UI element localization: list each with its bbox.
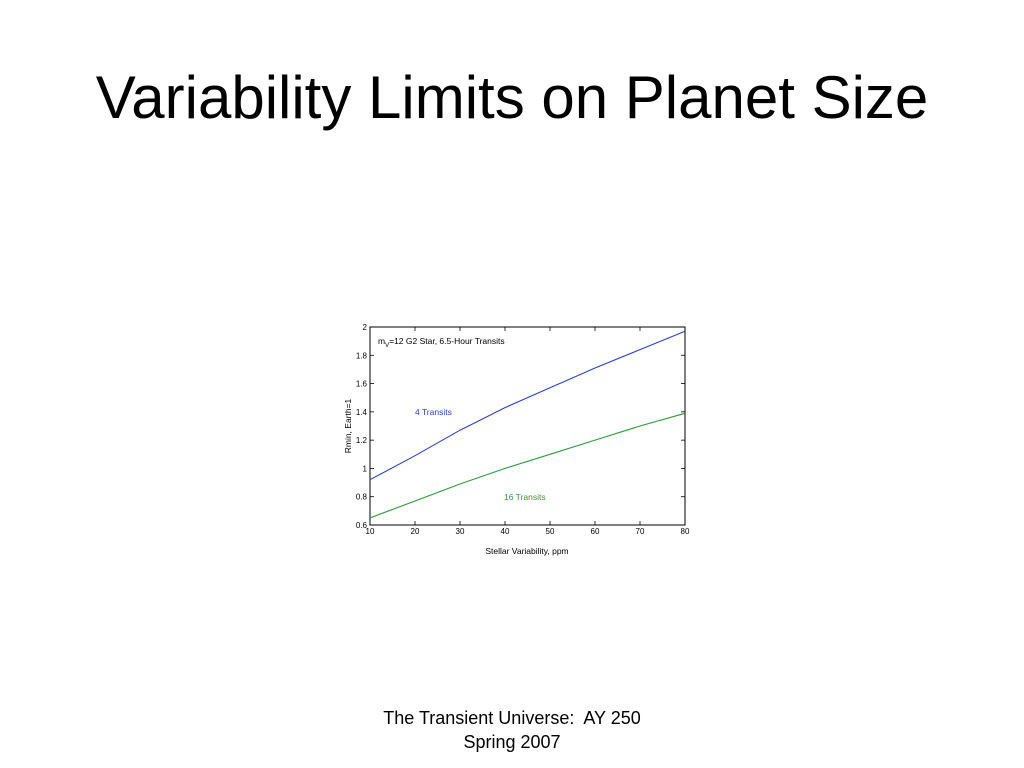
x-tick-label: 80	[681, 527, 690, 536]
chart-title-rest: =12 G2 Star, 6.5-Hour Transits	[389, 336, 505, 346]
y-tick-label: 0.8	[356, 493, 368, 502]
y-tick-label: 1	[363, 464, 368, 473]
y-tick-label: 1.8	[356, 351, 368, 360]
y-axis-label: Rmin, Earth=1	[343, 398, 353, 453]
chart-title-subscript: V	[385, 343, 389, 349]
y-tick-label: 1.4	[356, 408, 368, 417]
chart-container: 10 20 30 40 50 60 70 80 0.6 0.8 1 1.2 1.4 1.6 1.8 2 mV=…	[338, 318, 698, 568]
y-tick-label: 1.6	[356, 380, 368, 389]
series-layer	[369, 330, 686, 519]
x-tick-label: 10	[366, 527, 375, 536]
x-tick-label: 50	[546, 527, 555, 536]
slide-title: Variability Limits on Planet Size	[95, 64, 929, 131]
series-line-4-transits	[369, 330, 686, 481]
series-label-16-transits: 16 Transits	[504, 492, 546, 502]
y-tick-label: 0.6	[356, 521, 368, 530]
plot-area-frame	[369, 326, 686, 526]
chart-title-prefix: m	[378, 336, 385, 346]
footer-term-line: Spring 2007	[463, 732, 561, 752]
x-tick-label: 70	[636, 527, 645, 536]
line-chart: 10 20 30 40 50 60 70 80 0.6 0.8 1 1.2 1.4 1.6 1.8 2 mV=…	[343, 323, 690, 556]
axis-ticks: 10 20 30 40 50 60 70 80 0.6 0.8 1 1.2 1.4 1.6 1.8 2	[356, 323, 690, 536]
y-tick-label: 1.2	[356, 436, 368, 445]
x-tick-label: 30	[456, 527, 465, 536]
chart-title: mV=12 G2 Star, 6.5-Hour Transits	[378, 336, 505, 349]
y-tick-label: 2	[363, 323, 368, 332]
series-label-4-transits: 4 Transits	[415, 407, 452, 417]
x-tick-label: 60	[591, 527, 600, 536]
slide-footer: The Transient Universe: AY 250 Spring 20…	[312, 706, 712, 754]
series-line-16-transits	[369, 412, 686, 519]
x-axis-label: Stellar Variability, ppm	[485, 546, 568, 556]
footer-course-line: The Transient Universe: AY 250	[383, 708, 641, 728]
x-tick-label: 20	[411, 527, 420, 536]
x-tick-label: 40	[501, 527, 510, 536]
